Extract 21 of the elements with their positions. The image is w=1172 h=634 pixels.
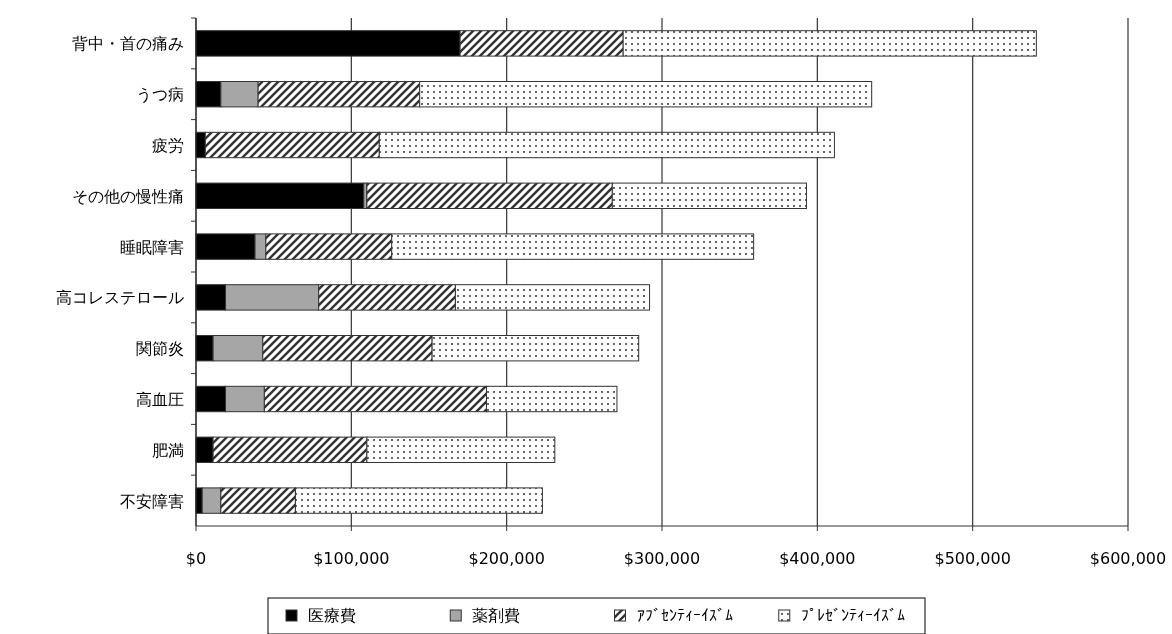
legend-label: ﾌﾟﾚｾﾞﾝﾃｨｰｲｽﾞﾑ <box>800 606 905 625</box>
y-tick-label: 高コレステロール <box>56 288 184 308</box>
x-tick-label: $200,000 <box>468 549 545 568</box>
legend-label: 薬剤費 <box>472 606 521 625</box>
y-tick-label: 不安障害 <box>120 491 184 511</box>
y-tick-label: 疲労 <box>152 136 184 155</box>
legend-label: ｱﾌﾞｾﾝﾃｨｰｲｽﾞﾑ <box>636 606 733 625</box>
x-tick-label: $600,000 <box>1089 549 1167 568</box>
x-tick-label: $400,000 <box>779 549 856 568</box>
x-tick-label: $300,000 <box>623 549 701 568</box>
y-tick-label: その他の慢性痛 <box>72 186 184 206</box>
x-tick-label: $0 <box>185 549 207 568</box>
legend-label: 医療費 <box>308 606 356 625</box>
y-tick-label: 肥満 <box>152 440 184 460</box>
y-tick-label: 関節炎 <box>136 339 184 359</box>
y-tick-label: 背中・首の痛み <box>72 34 184 54</box>
y-tick-label: うつ病 <box>136 85 184 105</box>
x-tick-label: $500,000 <box>934 549 1011 568</box>
y-tick-label: 睡眠障害 <box>120 237 184 257</box>
y-tick-label: 高血圧 <box>136 390 184 409</box>
x-tick-label: $100,000 <box>313 549 390 568</box>
